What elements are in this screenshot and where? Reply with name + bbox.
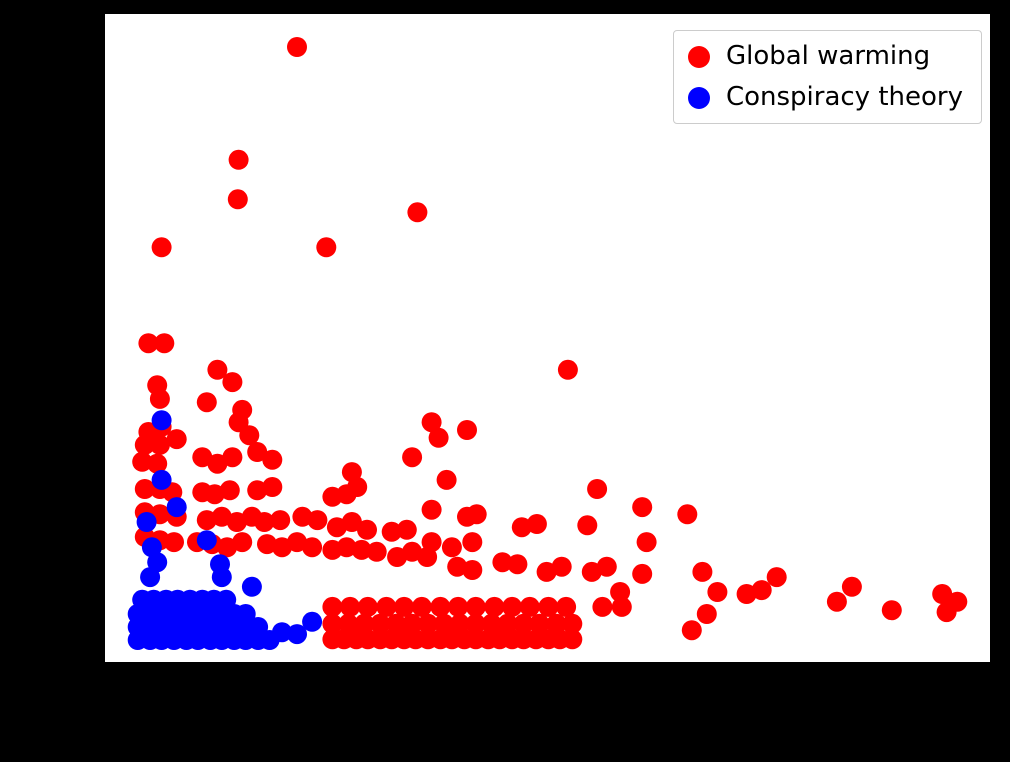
scatter-points-canvas	[127, 37, 968, 650]
scatter-plot-area: Global warming Conspiracy theory	[103, 12, 992, 664]
legend-item-conspiracy-theory: Conspiracy theory	[687, 82, 963, 113]
legend-item-global-warming: Global warming	[687, 41, 963, 72]
blue-dot-icon	[687, 86, 710, 109]
legend: Global warming Conspiracy theory	[672, 30, 982, 125]
legend-label-conspiracy-theory: Conspiracy theory	[725, 82, 963, 113]
legend-label-global-warming: Global warming	[725, 41, 931, 71]
red-dot-icon	[687, 45, 710, 68]
